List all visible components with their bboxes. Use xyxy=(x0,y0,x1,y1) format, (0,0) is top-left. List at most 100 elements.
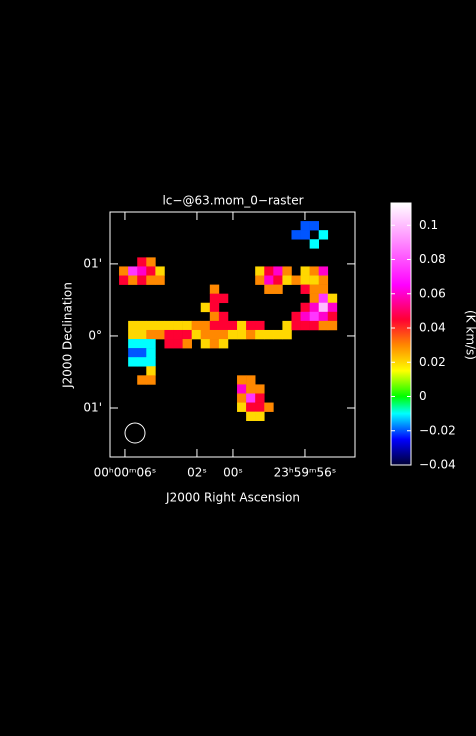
cell xyxy=(264,284,274,294)
cell xyxy=(209,329,220,340)
cell xyxy=(327,311,338,322)
cell xyxy=(264,275,274,285)
cell xyxy=(173,320,183,331)
cell xyxy=(291,320,301,331)
cell xyxy=(237,402,247,412)
cell xyxy=(273,266,283,276)
cell xyxy=(300,275,310,285)
cell xyxy=(209,302,220,313)
cell xyxy=(173,329,183,340)
cell xyxy=(137,266,147,276)
cell xyxy=(200,329,211,340)
colorbar-tick-label: −0.04 xyxy=(419,458,456,472)
cell xyxy=(246,320,256,331)
cell xyxy=(246,329,256,340)
cell xyxy=(218,293,229,304)
cell xyxy=(146,366,156,376)
cell xyxy=(237,375,247,385)
cell xyxy=(191,329,202,340)
cell xyxy=(255,266,265,276)
cell xyxy=(128,339,138,349)
cell xyxy=(246,375,256,385)
cell xyxy=(137,275,147,285)
cell xyxy=(300,230,310,240)
cell xyxy=(218,329,229,340)
cell xyxy=(128,266,138,276)
cell xyxy=(155,329,165,340)
colorbar-tick-label: 0 xyxy=(419,389,427,403)
colorbar-label: (K km/s) xyxy=(464,310,476,360)
chart-title: lc−@63.mom_0−raster xyxy=(162,194,303,208)
cell xyxy=(255,329,265,340)
cell xyxy=(119,266,129,276)
cell xyxy=(209,284,220,294)
cell xyxy=(146,348,156,358)
cell xyxy=(291,311,301,322)
cell xyxy=(255,393,265,403)
y-tick-label: 01' xyxy=(83,401,102,415)
cell xyxy=(318,275,329,285)
y-tick-label: 0° xyxy=(88,328,102,342)
x-tick-label: 23ʰ59ᵐ56ˢ xyxy=(274,466,337,480)
cell xyxy=(155,275,165,285)
cell xyxy=(327,320,338,331)
cell xyxy=(209,293,220,304)
cell xyxy=(264,266,274,276)
cell xyxy=(209,320,220,331)
colorbar-tick-label: 0.08 xyxy=(419,252,446,266)
cell xyxy=(137,329,147,340)
cell xyxy=(146,339,156,349)
cell xyxy=(137,320,147,331)
raster xyxy=(119,221,338,422)
cell xyxy=(255,320,265,331)
cell xyxy=(318,311,329,322)
cell xyxy=(309,284,320,294)
cell xyxy=(119,275,129,285)
cell xyxy=(246,384,256,394)
cell xyxy=(128,275,138,285)
cell xyxy=(155,266,165,276)
cell xyxy=(146,257,156,267)
cell xyxy=(128,357,138,367)
cell xyxy=(300,311,310,322)
cell xyxy=(309,221,320,231)
cell xyxy=(209,311,220,322)
x-tick-label: 02ˢ xyxy=(187,466,207,480)
cell xyxy=(309,302,320,313)
cell xyxy=(318,266,329,276)
cell xyxy=(255,275,265,285)
cell xyxy=(218,320,229,331)
cell xyxy=(218,311,229,322)
cell xyxy=(291,275,301,285)
cell xyxy=(327,293,338,304)
cell xyxy=(246,411,256,422)
cell xyxy=(237,329,247,340)
cell xyxy=(309,311,320,322)
cell xyxy=(128,320,138,331)
cell xyxy=(282,320,292,331)
cell xyxy=(282,329,292,340)
cell xyxy=(200,339,211,349)
cell xyxy=(173,339,183,349)
cell xyxy=(237,320,247,331)
cell xyxy=(182,329,192,340)
cell xyxy=(146,357,156,367)
cell xyxy=(200,302,211,313)
x-tick-label: 00ˢ xyxy=(223,466,243,480)
cell xyxy=(300,284,310,294)
colorbar-tick-label: 0.1 xyxy=(419,218,438,232)
cell xyxy=(227,329,238,340)
cell xyxy=(191,320,202,331)
cell xyxy=(137,257,147,267)
cell xyxy=(255,402,265,412)
colorbar-tick-label: −0.02 xyxy=(419,423,456,437)
cell xyxy=(182,320,192,331)
cell xyxy=(255,411,265,422)
cell xyxy=(200,320,211,331)
cell xyxy=(155,320,165,331)
cell xyxy=(128,329,138,340)
cell xyxy=(164,320,174,331)
cell xyxy=(273,275,283,285)
x-tick-label: 00ʰ00ᵐ06ˢ xyxy=(94,466,157,480)
cell xyxy=(264,329,274,340)
